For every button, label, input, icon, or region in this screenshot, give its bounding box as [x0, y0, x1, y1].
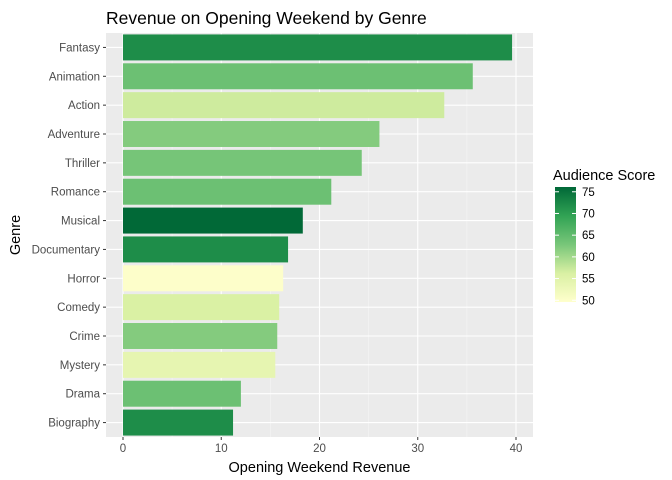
- bar-drama: [123, 380, 241, 407]
- bar-adventure: [123, 121, 380, 147]
- bar-biography: [123, 409, 234, 436]
- y-tick-label: Fantasy: [59, 42, 100, 54]
- color-legend: Audience Score 50 55 60 65 70 75: [553, 168, 655, 307]
- x-tick-label: 30: [411, 443, 424, 455]
- x-axis-ticks: 0 10 20 30 40: [120, 437, 523, 455]
- y-axis-ticks: Fantasy Animation Action Adventure Thriller R…: [32, 42, 106, 430]
- bar-mystery: [123, 351, 276, 378]
- x-tick-label: 10: [215, 443, 228, 455]
- x-tick-label: 20: [313, 443, 326, 455]
- y-tick-label: Mystery: [60, 360, 101, 372]
- y-axis-title: Genre: [8, 215, 24, 255]
- y-tick-label: Drama: [65, 389, 100, 401]
- bar-romance: [123, 178, 332, 205]
- y-tick-label: Adventure: [48, 129, 100, 141]
- chart-title: Revenue on Opening Weekend by Genre: [106, 8, 427, 28]
- y-tick-label: Crime: [69, 331, 100, 343]
- legend-tick-label: 50: [582, 295, 595, 307]
- legend-ticks: 50 55 60 65 70 75: [555, 187, 595, 307]
- bar-crime: [123, 323, 278, 349]
- legend-tick-label: 65: [582, 230, 595, 242]
- bars: [123, 34, 513, 436]
- y-tick-label: Animation: [49, 71, 100, 83]
- y-tick-label: Action: [68, 100, 100, 112]
- x-tick-label: 0: [120, 443, 126, 455]
- y-tick-label: Musical: [61, 216, 100, 228]
- y-tick-label: Horror: [67, 273, 100, 285]
- bar-documentary: [123, 236, 289, 263]
- x-axis-title: Opening Weekend Revenue: [229, 460, 411, 476]
- legend-tick-label: 60: [582, 252, 595, 264]
- bar-musical: [123, 207, 303, 234]
- y-tick-label: Biography: [48, 418, 100, 430]
- bar-horror: [123, 265, 284, 292]
- legend-tick-label: 55: [582, 274, 595, 286]
- y-tick-label: Comedy: [57, 302, 100, 314]
- bar-action: [123, 92, 445, 119]
- legend-title: Audience Score: [553, 168, 655, 184]
- y-tick-label: Thriller: [65, 158, 100, 170]
- y-tick-label: Romance: [51, 187, 100, 199]
- bar-comedy: [123, 294, 280, 321]
- legend-tick-label: 70: [582, 208, 595, 220]
- bar-animation: [123, 63, 473, 90]
- legend-tick-label: 75: [582, 187, 595, 199]
- bar-thriller: [123, 149, 362, 176]
- bar-fantasy: [123, 34, 513, 61]
- legend-colorbar: [555, 187, 576, 302]
- x-tick-label: 40: [510, 443, 523, 455]
- y-tick-label: Documentary: [32, 244, 101, 256]
